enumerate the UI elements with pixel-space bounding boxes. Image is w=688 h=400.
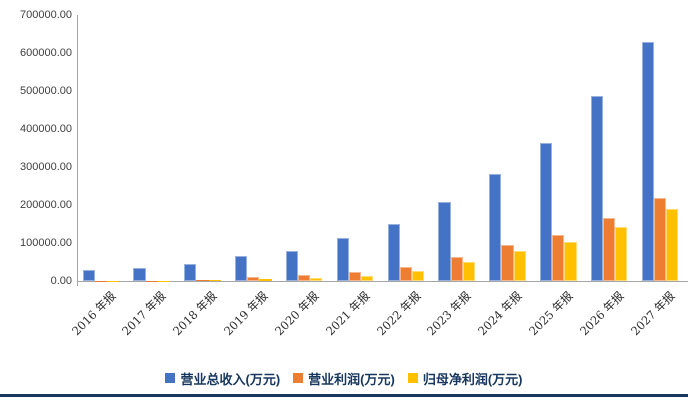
x-axis-line	[76, 280, 688, 283]
bar-operating-profit	[501, 244, 514, 282]
x-axis-tick-label: 2020 年报	[271, 288, 322, 339]
bar-net-profit	[615, 227, 628, 282]
bar-operating-profit	[196, 279, 209, 282]
y-axis-tick-label: 0.00	[50, 275, 72, 287]
y-axis-tick-label: 700000.00	[20, 8, 72, 21]
x-axis-tick-label: 2021 年报	[322, 288, 373, 339]
bar-operating-profit	[653, 197, 667, 282]
y-axis-tick-label: 500000.00	[20, 84, 72, 97]
bar-operating-profit	[399, 266, 412, 282]
x-axis-tick-label: 2017 年报	[119, 288, 169, 339]
legend-label: 归母净利润(万元)	[422, 371, 523, 387]
x-axis-tick-label: 2023 年报	[424, 288, 474, 339]
bar-net-profit	[310, 277, 323, 282]
bar-revenue	[133, 268, 146, 282]
x-axis-tick-label: 2022 年报	[373, 288, 424, 339]
y-axis-line	[76, 15, 78, 286]
bar-net-profit	[361, 275, 374, 282]
x-axis-tick-label: 2025 年报	[526, 288, 576, 339]
bar-operating-profit	[348, 272, 362, 282]
x-axis-tick-label: 2016 年报	[68, 288, 119, 339]
bar-revenue	[438, 201, 451, 282]
bar-net-profit	[462, 261, 475, 282]
x-axis-tick-label: 2027 年报	[627, 288, 678, 339]
y-axis-tick-label: 400000.00	[20, 122, 72, 135]
bar-net-profit	[411, 271, 425, 282]
bar-operating-profit	[298, 274, 311, 282]
x-axis-tick-label: 2024 年报	[475, 288, 525, 339]
y-axis-tick-label: 300000.00	[20, 160, 72, 173]
y-axis-tick-label: 100000.00	[20, 236, 72, 249]
bar-net-profit	[564, 241, 577, 282]
legend-swatch-icon	[165, 373, 176, 383]
legend-swatch-icon	[407, 373, 418, 383]
bar-revenue	[235, 255, 248, 282]
bar-revenue	[590, 96, 604, 282]
legend-label: 营业利润(万元)	[308, 371, 395, 387]
bar-net-profit	[513, 250, 526, 282]
bar-revenue	[82, 270, 95, 282]
legend-item: 营业利润(万元)	[293, 369, 395, 388]
y-axis-tick-label: 200000.00	[20, 198, 72, 211]
y-axis-tick-label: 600000.00	[20, 46, 72, 59]
bar-operating-profit	[552, 235, 565, 282]
bar-net-profit	[259, 279, 272, 282]
chart-legend: 营业总收入(万元) 营业利润(万元) 归母净利润(万元)	[0, 368, 688, 388]
bar-revenue	[184, 264, 197, 282]
x-axis-tick-label: 2019 年报	[221, 288, 271, 339]
bar-revenue	[285, 251, 299, 282]
bar-operating-profit	[247, 276, 260, 282]
legend-item: 营业总收入(万元)	[165, 369, 280, 388]
bar-operating-profit	[603, 217, 616, 282]
bar-net-profit	[208, 280, 221, 282]
x-axis-tick-label: 2026 年报	[576, 288, 627, 339]
bar-operating-profit	[450, 256, 463, 282]
bar-revenue	[641, 41, 654, 282]
bottom-border-line	[0, 394, 688, 397]
bar-revenue	[489, 174, 502, 282]
bar-operating-profit	[145, 280, 158, 282]
bar-net-profit	[666, 208, 679, 282]
legend-swatch-icon	[293, 373, 304, 383]
bar-revenue	[387, 223, 400, 282]
legend-item: 归母净利润(万元)	[407, 369, 523, 388]
x-axis-tick-label: 2018 年报	[170, 288, 220, 339]
bar-revenue	[336, 238, 349, 282]
legend-label: 营业总收入(万元)	[180, 371, 281, 387]
bar-revenue	[540, 142, 553, 282]
